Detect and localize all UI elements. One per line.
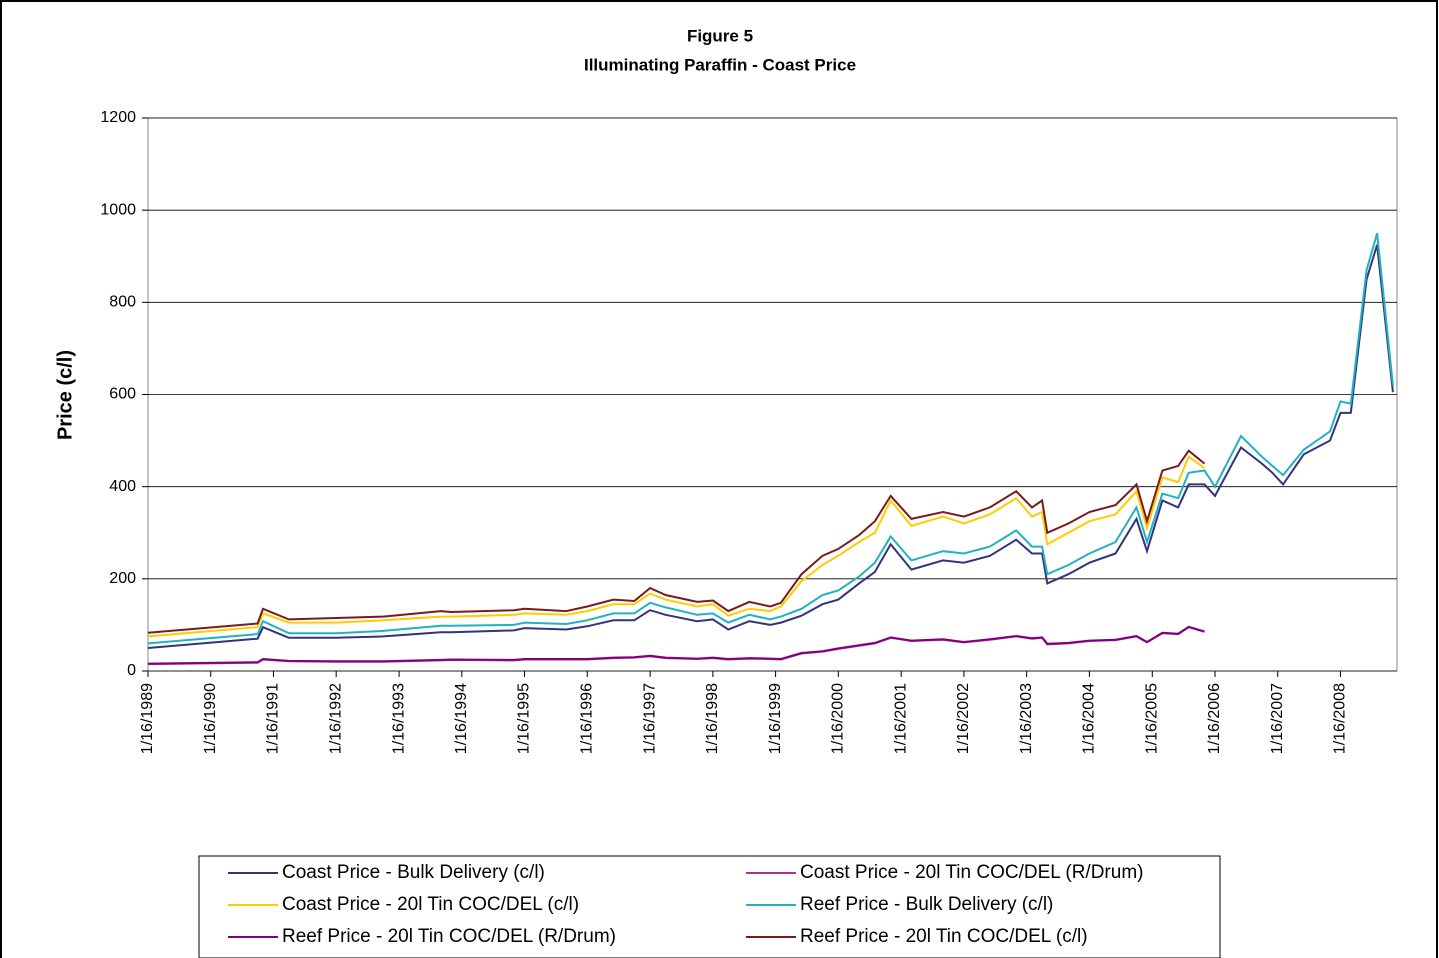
series-line	[147, 455, 1206, 638]
x-tick-label: 1/16/1998	[704, 683, 721, 754]
legend-box	[198, 855, 1221, 958]
y-tick-label: 800	[109, 294, 136, 311]
x-tick-label: 1/16/1996	[578, 683, 595, 754]
legend-label: Reef Price - 20l Tin COC/DEL (c/l)	[800, 926, 1088, 947]
x-tick-label: 1/16/1990	[202, 683, 219, 754]
x-tick-label: 1/16/1997	[641, 683, 658, 754]
x-tick-label: 1/16/2003	[1018, 683, 1035, 754]
y-tick-label: 1000	[100, 201, 136, 218]
x-tick-label: 1/16/1995	[516, 683, 533, 754]
y-tick-label: 0	[127, 662, 136, 679]
x-tick-label: 1/16/2002	[955, 683, 972, 754]
x-tick-label: 1/16/2000	[830, 683, 847, 754]
x-tick-label: 1/16/1994	[453, 683, 470, 754]
x-tick-label: 1/16/1999	[767, 683, 784, 754]
x-tick-label: 1/16/1992	[327, 683, 344, 754]
x-tick-label: 1/16/2001	[892, 683, 909, 754]
y-tick-label: 1200	[100, 109, 136, 126]
legend-label: Reef Price - Bulk Delivery (c/l)	[800, 894, 1053, 915]
x-tick-label: 1/16/2004	[1081, 683, 1098, 754]
x-tick-label: 1/16/1991	[265, 683, 282, 754]
chart-subtitle: Illuminating Paraffin - Coast Price	[584, 55, 856, 74]
chart-title: Figure 5	[687, 26, 753, 45]
series-line	[147, 449, 1206, 634]
legend-label: Coast Price - 20l Tin COC/DEL (c/l)	[282, 894, 579, 915]
legend-label: Coast Price - Bulk Delivery (c/l)	[282, 862, 545, 883]
x-tick-label: 1/16/2006	[1206, 683, 1223, 754]
x-tick-label: 1/16/1989	[139, 683, 156, 754]
x-tick-label: 1/16/2008	[1332, 683, 1349, 754]
x-tick-label: 1/16/2007	[1269, 683, 1286, 754]
legend-label: Reef Price - 20l Tin COC/DEL (R/Drum)	[282, 926, 616, 947]
y-tick-label: 200	[109, 570, 136, 587]
x-tick-label: 1/16/1993	[390, 683, 407, 754]
y-axis-label: Price (c/l)	[54, 350, 76, 440]
series-line	[147, 232, 1394, 645]
series-line	[147, 625, 1205, 665]
legend-label: Coast Price - 20l Tin COC/DEL (R/Drum)	[800, 862, 1143, 883]
y-tick-label: 400	[109, 478, 136, 495]
y-tick-label: 600	[109, 386, 136, 403]
series-line	[147, 244, 1394, 649]
x-tick-label: 1/16/2005	[1144, 683, 1161, 754]
